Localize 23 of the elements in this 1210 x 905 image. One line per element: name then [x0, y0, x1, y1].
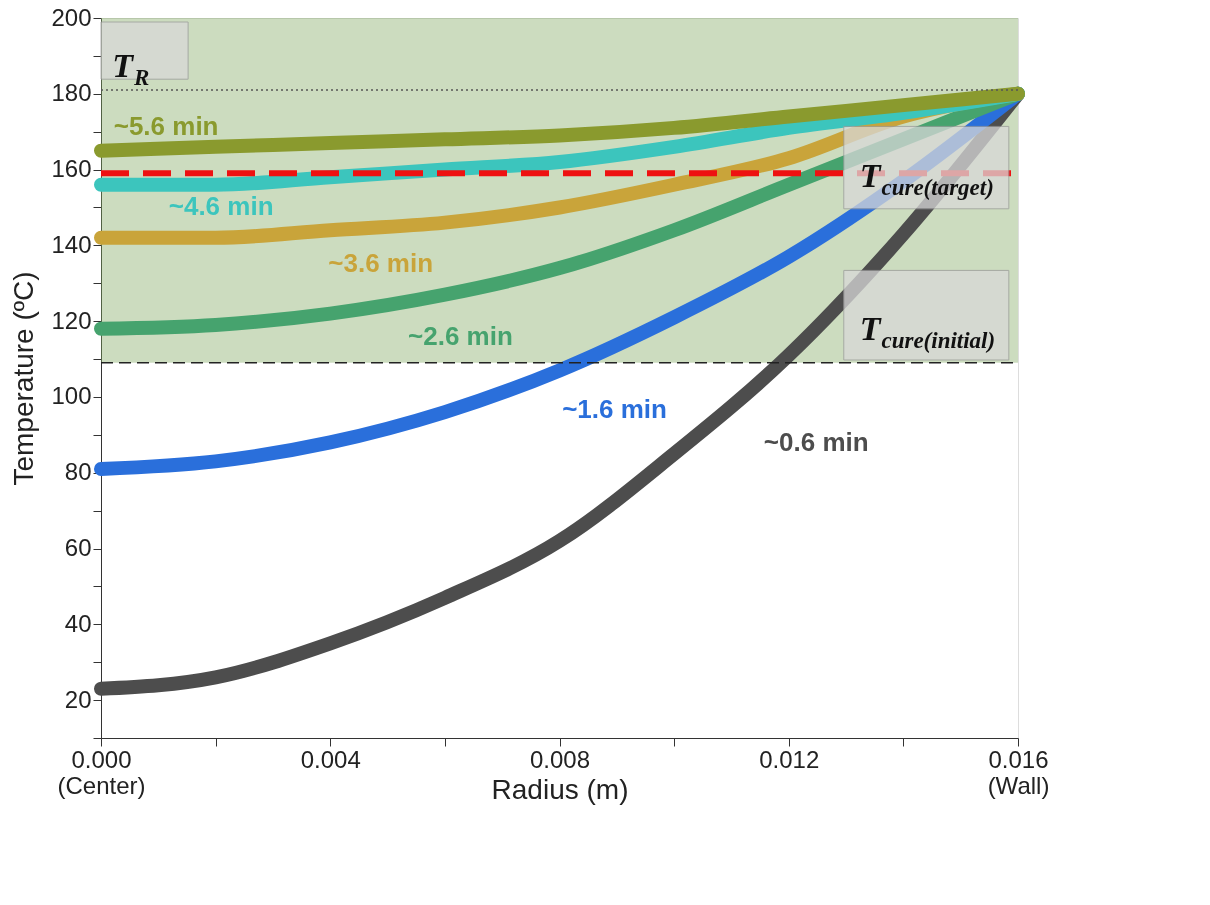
- series-label: ~5.6 min: [113, 111, 219, 142]
- series-label: ~0.6 min: [763, 426, 869, 457]
- x-tick-label: 0.000 (Center): [57, 745, 146, 799]
- y-tick-label: 200: [51, 3, 92, 31]
- x-tick-label: 0.016 (Wall): [987, 745, 1050, 799]
- x-tick-label: 0.008: [529, 745, 591, 773]
- y-axis-title: Temperature (ºC): [8, 271, 40, 486]
- y-tick-label: 20: [64, 685, 92, 713]
- series-label: ~3.6 min: [328, 247, 434, 278]
- series-label: ~1.6 min: [562, 394, 667, 425]
- y-tick-label: 160: [51, 155, 92, 183]
- y-tick-label: 120: [51, 306, 92, 334]
- y-tick-label: 180: [51, 79, 92, 107]
- y-tick-label: 100: [51, 382, 92, 410]
- series-label: ~2.6 min: [408, 320, 513, 351]
- y-tick-label: 140: [51, 230, 92, 258]
- x-tick-label: 0.012: [759, 745, 820, 773]
- y-tick-label: 80: [64, 458, 92, 486]
- y-tick-label: 60: [64, 534, 92, 562]
- x-axis-title: Radius (m): [491, 773, 629, 805]
- y-tick-label: 40: [64, 609, 92, 637]
- series-label: ~4.6 min: [168, 190, 274, 221]
- x-tick-label: 0.004: [300, 745, 361, 773]
